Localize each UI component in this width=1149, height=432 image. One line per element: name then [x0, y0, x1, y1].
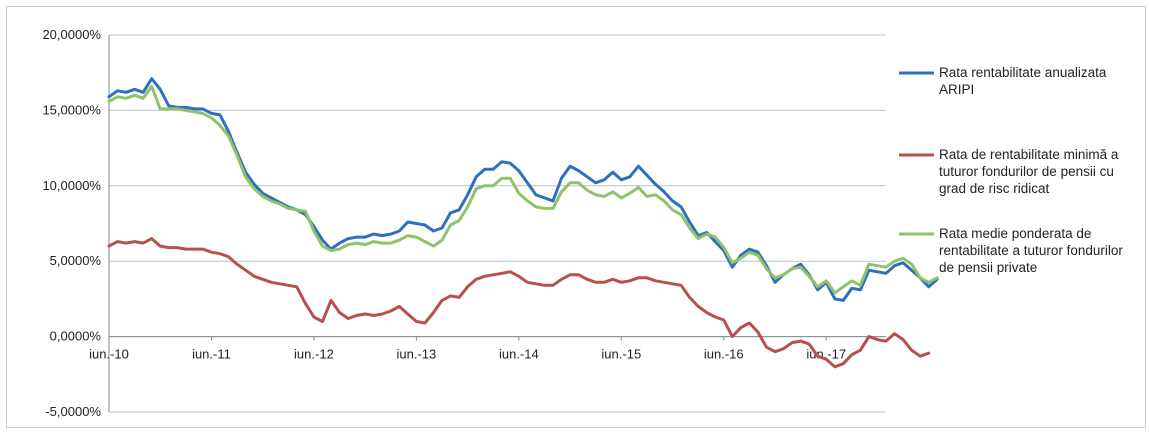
- series-line-1: [107, 77, 939, 302]
- x-tick-label: iun.-11: [192, 347, 231, 362]
- legend-label-2: tuturor fondurilor de pensii cu: [939, 164, 1114, 179]
- series-layer: [107, 77, 939, 369]
- line-chart: 20,0000% 15,0000% 10,0000% 5,0000% 0,0000% -5…: [42, 27, 1123, 419]
- series-line-3: [107, 84, 939, 295]
- legend: Rata rentabilitate anualizata ARIPI Rata d…: [899, 65, 1123, 275]
- legend-label-2: Rata de rentabilitate minimă a: [939, 147, 1119, 162]
- x-tick-label: iun.-12: [294, 347, 334, 362]
- legend-label-3: de pensii private: [939, 260, 1037, 275]
- y-tick-label: 5,0000%: [50, 253, 102, 268]
- x-tick-label: iun.-15: [601, 347, 641, 362]
- chart-frame: 20,0000% 15,0000% 10,0000% 5,0000% 0,0000% -5…: [6, 6, 1146, 428]
- y-tick-label: 20,0000%: [42, 27, 101, 42]
- y-axis: 20,0000% 15,0000% 10,0000% 5,0000% 0,0000% -5…: [42, 27, 110, 419]
- y-tick-label: -5,0000%: [45, 404, 101, 419]
- x-tick-label: iun.-14: [499, 347, 539, 362]
- x-tick-label: iun.-16: [704, 347, 744, 362]
- legend-label-3: rentabilitate a tuturor fondurilor: [939, 243, 1123, 258]
- y-tick-label: 0,0000%: [50, 329, 102, 344]
- legend-label-2: grad de risc ridicat: [939, 181, 1050, 196]
- y-tick-label: 10,0000%: [42, 178, 101, 193]
- x-tick-label: iun.-13: [397, 347, 437, 362]
- series-line-2: [107, 237, 931, 369]
- legend-label-1: ARIPI: [939, 82, 974, 97]
- x-tick-label: iun.-10: [89, 347, 129, 362]
- y-tick-label: 15,0000%: [42, 102, 101, 117]
- legend-label-1: Rata rentabilitate anualizata: [939, 65, 1107, 80]
- x-axis: iun.-10 iun.-11 iun.-12 iun.-13 iun.-14 iun.-…: [89, 336, 886, 362]
- legend-label-3: Rata medie ponderata de: [939, 226, 1091, 241]
- x-tick-label: iun.-17: [806, 347, 846, 362]
